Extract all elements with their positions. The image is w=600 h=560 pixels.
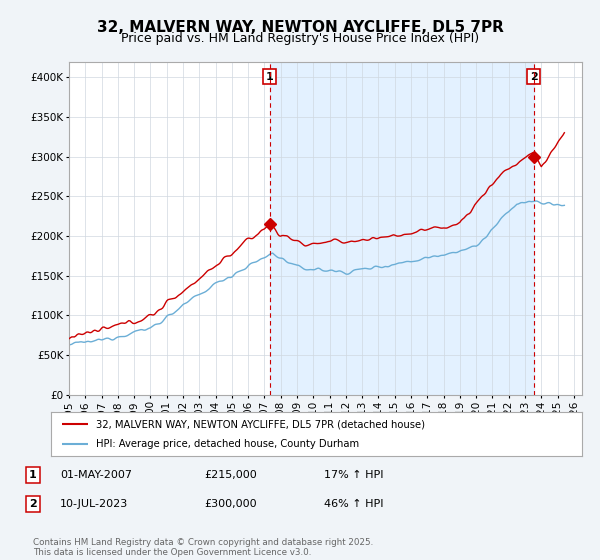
Text: 32, MALVERN WAY, NEWTON AYCLIFFE, DL5 7PR (detached house): 32, MALVERN WAY, NEWTON AYCLIFFE, DL5 7P… [96,419,425,429]
Text: 10-JUL-2023: 10-JUL-2023 [60,499,128,509]
Text: 46% ↑ HPI: 46% ↑ HPI [324,499,383,509]
Text: 1: 1 [266,72,274,82]
Text: 2: 2 [530,72,538,82]
Bar [270,62,533,395]
Text: 32, MALVERN WAY, NEWTON AYCLIFFE, DL5 7PR: 32, MALVERN WAY, NEWTON AYCLIFFE, DL5 7P… [97,20,503,35]
Text: HPI: Average price, detached house, County Durham: HPI: Average price, detached house, Coun… [96,439,359,449]
Text: Price paid vs. HM Land Registry's House Price Index (HPI): Price paid vs. HM Land Registry's House … [121,32,479,45]
Text: 17% ↑ HPI: 17% ↑ HPI [324,470,383,480]
Text: 1: 1 [29,470,37,480]
Text: £215,000: £215,000 [204,470,257,480]
Text: 01-MAY-2007: 01-MAY-2007 [60,470,132,480]
Bar [566,62,582,395]
Text: £300,000: £300,000 [204,499,257,509]
Text: 2: 2 [29,499,37,509]
Text: Contains HM Land Registry data © Crown copyright and database right 2025.
This d: Contains HM Land Registry data © Crown c… [33,538,373,557]
